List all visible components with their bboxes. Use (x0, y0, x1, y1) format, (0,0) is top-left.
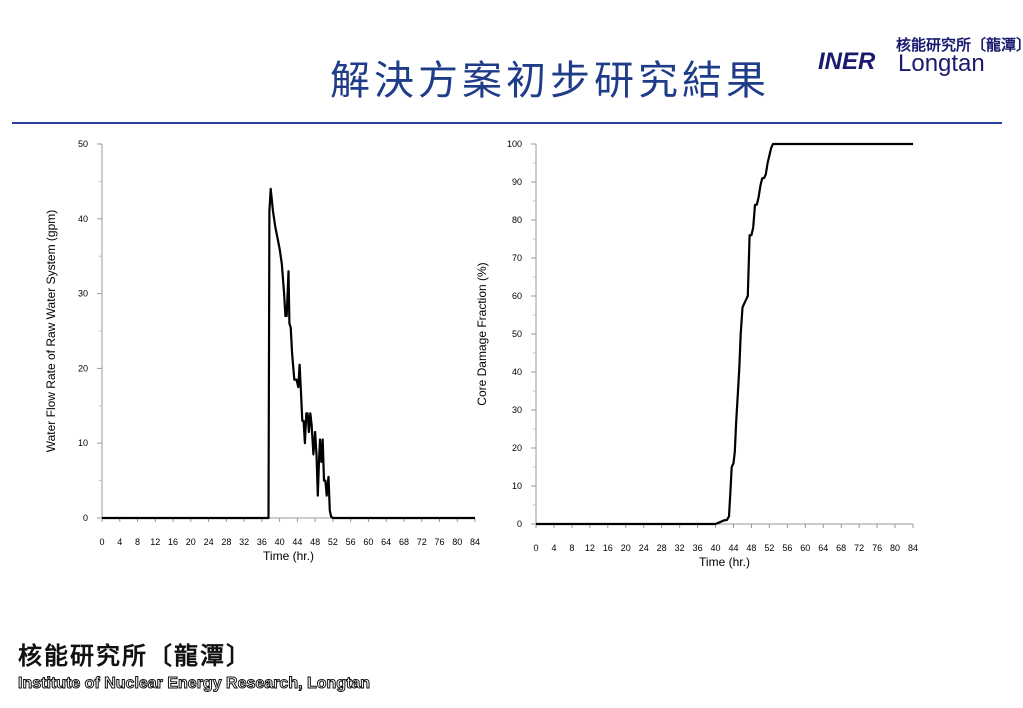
x-tick-label: 60 (363, 537, 373, 547)
y-axis-label: Core Damage Fraction (%) (475, 262, 489, 405)
y-tick-label: 100 (507, 139, 522, 149)
x-tick-label: 64 (381, 537, 391, 547)
footer-en-text: Institute of Nuclear Energy Research, Lo… (17, 675, 371, 693)
y-tick-label: 40 (512, 367, 522, 377)
x-tick-label: 24 (639, 543, 649, 553)
y-tick-label: 50 (512, 329, 522, 339)
x-tick-label: 56 (782, 543, 792, 553)
title-divider (12, 122, 1002, 124)
x-tick-label: 16 (603, 543, 613, 553)
x-tick-label: 76 (434, 537, 444, 547)
x-tick-label: 72 (854, 543, 864, 553)
x-tick-label: 68 (399, 537, 409, 547)
x-tick-label: 56 (346, 537, 356, 547)
x-tick-label: 20 (621, 543, 631, 553)
x-tick-label: 76 (872, 543, 882, 553)
y-tick-label: 20 (78, 363, 88, 373)
x-tick-label: 80 (890, 543, 900, 553)
y-tick-label: 30 (512, 405, 522, 415)
y-tick-label: 40 (78, 214, 88, 224)
x-tick-label: 60 (800, 543, 810, 553)
logo-cn-text: 核能研究所〔龍潭〕 (896, 36, 1023, 54)
x-tick-label: 36 (693, 543, 703, 553)
y-tick-label: 80 (512, 215, 522, 225)
x-tick-label: 0 (99, 537, 104, 547)
x-tick-label: 48 (746, 543, 756, 553)
y-tick-label: 30 (78, 289, 88, 299)
x-axis-label: Time (hr.) (263, 549, 314, 563)
y-tick-label: 0 (517, 519, 522, 529)
y-tick-label: 10 (78, 438, 88, 448)
x-tick-label: 4 (551, 543, 556, 553)
x-tick-label: 28 (221, 537, 231, 547)
x-tick-label: 80 (452, 537, 462, 547)
x-tick-label: 40 (711, 543, 721, 553)
x-tick-label: 12 (150, 537, 160, 547)
x-tick-label: 68 (836, 543, 846, 553)
x-tick-label: 8 (569, 543, 574, 553)
footer-cn-text: 核能研究所〔龍潭〕 (18, 642, 252, 670)
x-tick-label: 36 (257, 537, 267, 547)
y-tick-label: 90 (512, 177, 522, 187)
x-tick-label: 40 (275, 537, 285, 547)
x-tick-label: 8 (135, 537, 140, 547)
x-tick-label: 52 (328, 537, 338, 547)
x-tick-label: 28 (657, 543, 667, 553)
x-tick-label: 48 (310, 537, 320, 547)
slide-title: 解決方案初步研究結果 (330, 58, 770, 104)
series-line (102, 187, 475, 520)
x-tick-label: 52 (764, 543, 774, 553)
logo-longtan-text: Longtan (898, 50, 985, 77)
x-tick-label: 24 (204, 537, 214, 547)
x-tick-label: 84 (470, 537, 480, 547)
iner-mark: INER (818, 48, 876, 75)
y-tick-label: 0 (83, 513, 88, 523)
y-tick-label: 70 (512, 253, 522, 263)
x-tick-label: 44 (292, 537, 302, 547)
x-tick-label: 20 (186, 537, 196, 547)
x-tick-label: 84 (908, 543, 918, 553)
y-axis-label: Water Flow Rate of Raw Water System (gpm… (44, 210, 58, 453)
x-tick-label: 0 (533, 543, 538, 553)
y-tick-label: 10 (512, 481, 522, 491)
y-tick-label: 50 (78, 139, 88, 149)
footer-logo: 核能研究所〔龍潭〕 Institute of Nuclear Energy Re… (17, 636, 371, 693)
x-tick-label: 12 (585, 543, 595, 553)
x-tick-label: 32 (239, 537, 249, 547)
x-tick-label: 64 (818, 543, 828, 553)
x-tick-label: 72 (417, 537, 427, 547)
x-axis-label: Time (hr.) (699, 555, 750, 569)
x-tick-label: 44 (728, 543, 738, 553)
x-tick-label: 4 (117, 537, 122, 547)
x-tick-label: 32 (675, 543, 685, 553)
series-line (536, 142, 913, 526)
x-tick-label: 16 (168, 537, 178, 547)
y-tick-label: 60 (512, 291, 522, 301)
y-tick-label: 20 (512, 443, 522, 453)
iner-logo: INER 核能研究所〔龍潭〕 Longtan (818, 30, 1023, 80)
